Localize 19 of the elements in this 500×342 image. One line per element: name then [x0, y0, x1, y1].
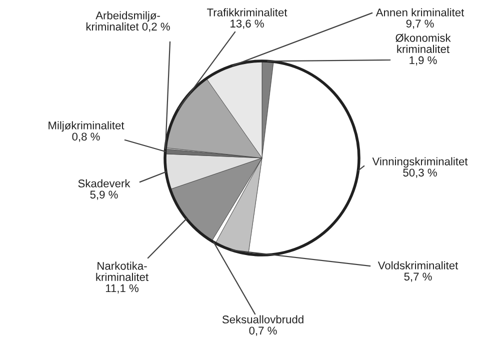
slice-label: Annen kriminalitet	[376, 8, 464, 16]
data-label: 13,6 %	[230, 20, 264, 29]
data-label: 1,9 %	[410, 56, 437, 66]
slice-label: Vinningskriminalitet	[372, 157, 468, 168]
data-label: 9,7 %	[406, 20, 434, 29]
data-label: 0,7 %	[249, 326, 277, 336]
slice-label: Seksuallovbrudd	[222, 315, 304, 324]
slice-label: Voldskriminalitet	[378, 261, 458, 270]
data-label: 11,1 %	[106, 284, 138, 294]
data-label: 5,7 %	[404, 272, 432, 282]
slice-label: Narkotika- kriminalitet	[96, 262, 148, 281]
slice-label: Økonomisk kriminalitet	[396, 34, 451, 53]
slice-label: Miljøkriminalitet	[48, 121, 124, 132]
slice-label: Trafikkriminalitet	[207, 8, 288, 16]
slice-label: Skadeverk	[78, 179, 130, 188]
data-label: 0,8 %	[72, 132, 100, 142]
slice-label: Arbeidsmiljø- kriminalitet 0,2 %	[86, 11, 170, 32]
data-label: 50,3 %	[403, 168, 437, 178]
data-label: 5,9 %	[90, 190, 118, 200]
